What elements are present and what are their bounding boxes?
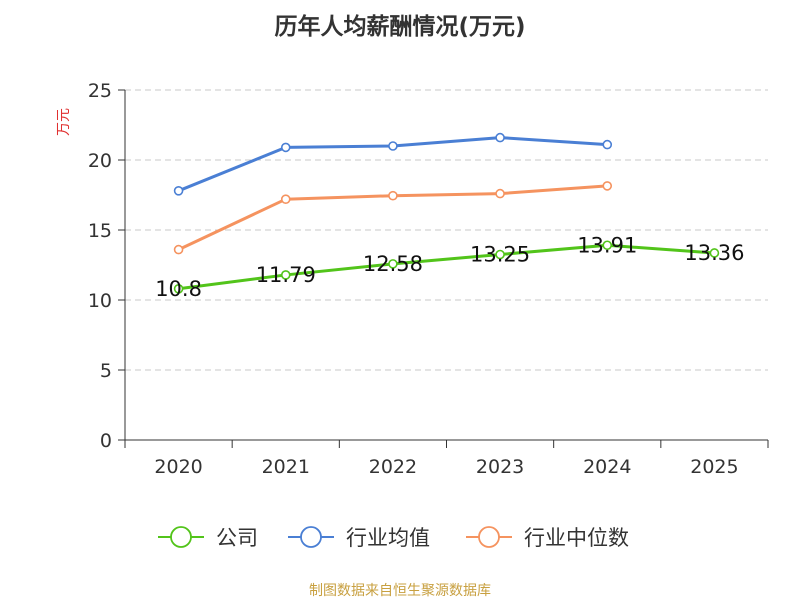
source-note: 制图数据来自恒生聚源数据库 (309, 583, 491, 599)
y-tick-label: 0 (100, 430, 112, 452)
data-point (495, 188, 505, 199)
y-tick-label: 10 (88, 290, 112, 312)
y-tick-label: 25 (88, 80, 112, 102)
legend-item: 行业中位数 (466, 526, 629, 550)
data-point (280, 270, 291, 280)
x-tick-label: 2020 (154, 456, 202, 478)
data-point (602, 240, 613, 251)
data-point (709, 248, 720, 258)
data-point (173, 244, 184, 255)
legend-marker (300, 526, 322, 548)
legend-marker (170, 526, 192, 548)
chart-title: 历年人均薪酬情况(万元) (274, 13, 525, 40)
data-point (495, 249, 505, 260)
legend-marker (478, 526, 500, 548)
y-tick-label: 20 (88, 150, 112, 172)
x-tick-label: 2023 (476, 456, 524, 478)
data-point (173, 283, 184, 294)
data-point (280, 194, 291, 204)
data-point (388, 190, 398, 201)
data-label: 11.79 (256, 263, 316, 287)
data-point (602, 181, 613, 191)
legend-label: 公司 (216, 526, 258, 550)
data-point (173, 186, 184, 196)
data-label: 13.91 (577, 233, 637, 257)
series-line (178, 243, 715, 291)
data-point (388, 141, 398, 151)
data-point (602, 139, 613, 150)
x-tick-label: 2022 (369, 456, 417, 478)
x-tick-label: 2024 (583, 456, 631, 478)
legend-item: 公司 (158, 526, 258, 550)
y-tick-label: 15 (88, 220, 112, 242)
y-tick-label: 5 (100, 360, 112, 382)
legend-label: 行业均值 (346, 526, 430, 550)
x-tick-label: 2025 (690, 456, 738, 478)
gridlines (125, 89, 768, 371)
y-axis-label: 万元 (56, 108, 72, 136)
data-label: 13.25 (470, 243, 530, 267)
data-point (280, 142, 291, 153)
legend-item: 行业均值 (288, 526, 430, 550)
data-point (388, 259, 398, 269)
data-point (495, 132, 505, 143)
data-label: 13.36 (684, 241, 744, 265)
data-labels: 10.8 11.79 12.58 13.25 13.91 13.36 (155, 233, 744, 301)
legend-label: 行业中位数 (524, 526, 629, 550)
x-tick-label: 2021 (262, 456, 310, 478)
data-label: 10.8 (155, 277, 202, 301)
series-lines (173, 132, 720, 294)
legend: 公司 行业均值 行业中位数 (158, 526, 629, 550)
data-label: 12.58 (363, 252, 423, 276)
